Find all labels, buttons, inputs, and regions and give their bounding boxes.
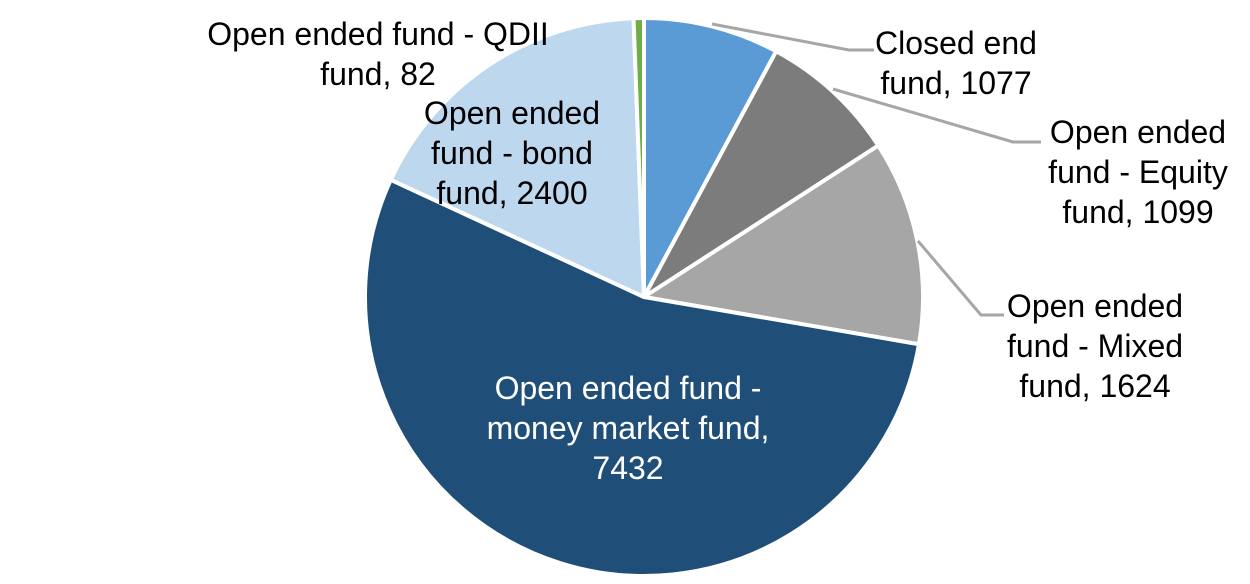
pie-slice-open-ended-fund-equity-fund xyxy=(642,49,881,299)
leader-line-closed-end-fund xyxy=(711,22,874,52)
leader-line-mixed-fund xyxy=(916,240,1004,317)
label-equity-fund: Open ended fund - Equity fund, 1099 xyxy=(1048,114,1228,230)
pie-slices-group xyxy=(363,16,925,578)
label-bond-fund: Open ended fund - bond fund, 2400 xyxy=(423,95,601,211)
label-closed-end-fund: Closed end fund, 1077 xyxy=(875,25,1037,101)
pie-slice-open-ended-fund-bond-fund xyxy=(388,16,646,299)
label-money-market-fund: Open ended fund - money market fund, 743… xyxy=(486,370,770,486)
label-mixed-fund: Open ended fund - Mixed fund, 1624 xyxy=(1006,288,1184,404)
leader-line-equity-fund xyxy=(832,87,1041,144)
pie-slice-closed-end-fund xyxy=(642,16,779,299)
pie-slice-open-ended-fund-money-market-fund xyxy=(363,177,921,578)
pie-slice-open-ended-fund-mixed-fund xyxy=(642,143,925,347)
label-qdii-fund: Open ended fund - QDII fund, 82 xyxy=(207,16,549,92)
pie-slice-open-ended-fund-qdii-fund xyxy=(631,16,646,299)
